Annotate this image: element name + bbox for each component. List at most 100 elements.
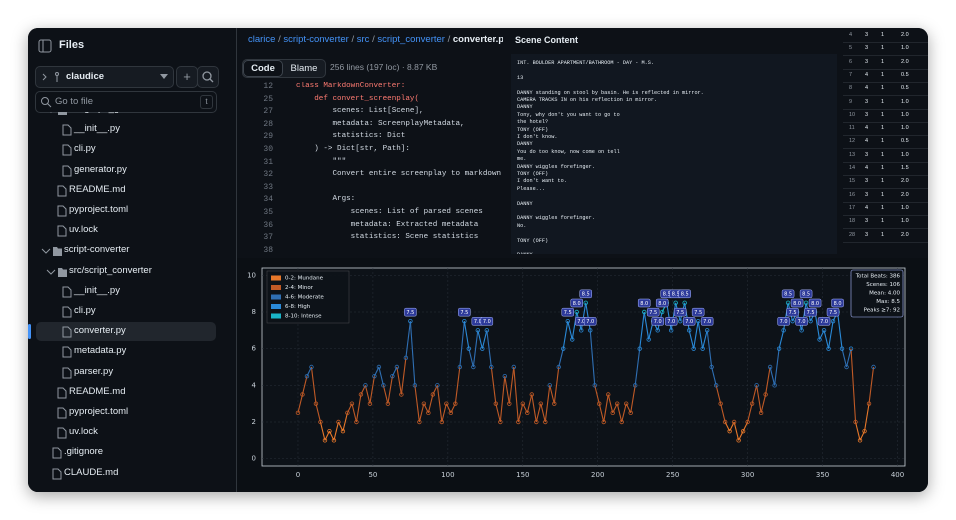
point xyxy=(390,373,395,379)
peak-label: 8.5 xyxy=(784,292,792,298)
table-cell: 18 xyxy=(849,218,856,225)
tree-item[interactable]: .gitignore xyxy=(64,446,104,458)
branch-select[interactable]: claudice xyxy=(35,66,174,88)
x-tick-label: 150 xyxy=(516,471,529,479)
point xyxy=(493,401,499,406)
x-tick-label: 400 xyxy=(891,471,904,479)
line-segment xyxy=(733,421,740,441)
point xyxy=(803,300,809,306)
tree-item[interactable]: CLAUDE.md xyxy=(64,466,119,478)
tab-blame[interactable]: Blame xyxy=(290,63,318,74)
table-row-line xyxy=(843,68,928,70)
peak-label-box xyxy=(795,317,808,326)
tab-code[interactable]: Code xyxy=(243,60,283,77)
scene-line: DANNY xyxy=(517,141,533,148)
line-segment xyxy=(643,311,650,340)
line-segment xyxy=(850,348,857,423)
y-tick-label: 4 xyxy=(252,381,257,389)
tree-item[interactable]: uv.lock xyxy=(69,426,98,438)
tree-item[interactable]: metadata.py xyxy=(74,345,127,357)
panel-icon[interactable] xyxy=(38,39,52,53)
table-cell: 4 xyxy=(865,204,869,211)
x-tick-label: 100 xyxy=(441,471,454,479)
scene-line: TONY (OFF) xyxy=(517,171,549,177)
file-sidebar: Files claudice + Go to file t src/graph_… xyxy=(28,28,237,492)
point xyxy=(511,364,517,370)
line-segment xyxy=(684,302,690,331)
point xyxy=(444,401,449,406)
line-segment xyxy=(463,321,470,349)
table-row-line xyxy=(843,108,928,110)
point xyxy=(439,419,445,425)
point xyxy=(516,419,521,425)
point xyxy=(691,346,696,351)
table-cell: 14 xyxy=(849,165,856,171)
table-cell: 2.0 xyxy=(901,58,909,65)
tree-item[interactable]: uv.lock xyxy=(69,224,98,236)
tree-item[interactable]: README.md xyxy=(69,385,126,397)
table-row-line xyxy=(843,188,928,190)
table-cell: 4 xyxy=(849,32,853,38)
line-segment xyxy=(369,376,375,404)
scene-line: TONY (OFF) xyxy=(517,126,549,133)
point xyxy=(619,419,624,425)
peak-label: 8.0 xyxy=(811,301,819,307)
point xyxy=(574,309,579,315)
tree-item[interactable]: cli.py xyxy=(74,305,96,316)
tree-item[interactable]: cli.py xyxy=(74,143,96,155)
line-number: 36 xyxy=(263,220,273,230)
table-cell: 4 xyxy=(865,85,869,92)
branch-icons xyxy=(42,72,59,82)
crumb-link[interactable]: src xyxy=(356,34,370,45)
table-cell: 1 xyxy=(881,32,885,38)
go-to-file-input[interactable]: Go to file t xyxy=(35,91,217,113)
file-icon xyxy=(62,346,72,358)
tree-item[interactable]: generator.py xyxy=(74,163,127,175)
peak-label-box xyxy=(804,307,817,317)
point xyxy=(677,318,683,324)
point xyxy=(565,318,570,324)
tree-item[interactable]: converter.py xyxy=(74,325,126,337)
point xyxy=(709,364,714,370)
table-cell: 3 xyxy=(865,111,869,118)
tree-item[interactable]: __init__.py xyxy=(74,284,120,296)
y-tick-label: 0 xyxy=(252,455,256,463)
add-file-button[interactable]: + xyxy=(176,66,198,88)
shortcut-key: t xyxy=(200,95,213,109)
scene-line: the hotel? xyxy=(517,119,549,126)
line-segment xyxy=(607,394,614,413)
tree-item[interactable]: pyproject.toml xyxy=(69,406,129,417)
code-line: def convert_screenplay( xyxy=(296,94,420,103)
point xyxy=(345,410,350,416)
tree-item[interactable]: script-converter xyxy=(64,244,130,256)
line-number: 28 xyxy=(263,119,273,129)
legend-label: 6-8: High xyxy=(285,304,311,310)
tree-item[interactable]: parser.py xyxy=(74,365,114,377)
code-line: scenes: List of parsed scenes xyxy=(296,208,483,216)
line-segment xyxy=(634,348,641,386)
table-cell: 12 xyxy=(849,138,856,145)
y-tick-label: 6 xyxy=(252,345,257,353)
code-line: statistics: Dict xyxy=(296,132,406,141)
scene-line: 13 xyxy=(517,74,524,81)
tree-item[interactable]: README.md xyxy=(69,183,126,195)
point xyxy=(597,401,602,406)
x-tick-label: 350 xyxy=(816,471,829,479)
tree-item[interactable]: __init__.py xyxy=(74,123,120,135)
table-row-line xyxy=(843,135,928,137)
tree-item[interactable]: src/script_converter xyxy=(69,264,152,276)
table-cell: 1.0 xyxy=(901,111,909,118)
point xyxy=(570,337,575,342)
crumb-link[interactable]: clarice xyxy=(248,34,276,45)
peak-label-box xyxy=(817,317,831,326)
line-segment xyxy=(706,330,713,368)
tree-item[interactable]: pyproject.toml xyxy=(69,204,129,215)
crumb-link[interactable]: script-converter xyxy=(283,34,349,45)
point xyxy=(426,410,431,416)
crumb-link[interactable]: script_converter xyxy=(377,34,445,45)
point xyxy=(399,392,404,397)
search-button[interactable] xyxy=(197,66,219,88)
tree-item[interactable]: src/graph_generator xyxy=(69,112,155,114)
line-segment xyxy=(310,366,317,404)
point xyxy=(421,401,427,406)
